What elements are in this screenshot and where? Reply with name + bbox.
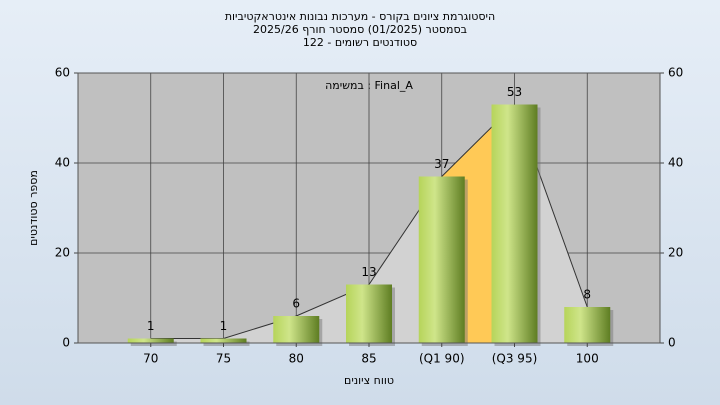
y2-tick-label: 20 (668, 246, 683, 260)
value-label: 8 (583, 288, 591, 302)
x-tick-label: (Q1 90) (419, 352, 465, 366)
y-tick-label: 0 (62, 336, 70, 350)
x-tick-label: 100 (576, 352, 599, 366)
x-tick-label: 80 (289, 352, 304, 366)
bar (127, 338, 174, 343)
x-tick-label: 75 (216, 352, 231, 366)
bar-shadow (130, 341, 177, 346)
value-label: 1 (147, 319, 155, 333)
bar (564, 307, 611, 343)
bar (418, 176, 465, 343)
bar (200, 338, 247, 343)
plot-border (77, 72, 661, 344)
value-label: 37 (434, 157, 449, 171)
x-tick-label: (Q3 95) (492, 352, 538, 366)
y-tick-label: 40 (55, 156, 70, 170)
bar (273, 316, 320, 343)
x-axis-label: טווח ציונים (344, 374, 394, 387)
bar (346, 284, 392, 343)
chart-title: היסטוגרמת ציונים בקורס - מערכות נבונות א… (225, 10, 495, 23)
x-tick-label: 70 (143, 352, 158, 366)
bar-shadow (203, 341, 250, 346)
y2-tick-label: 0 (668, 336, 676, 350)
bar (491, 104, 538, 343)
y2-tick-label: 60 (668, 66, 683, 80)
value-label: 6 (292, 297, 300, 311)
y-axis-label: מספר סטודנטים (27, 170, 40, 246)
y2-tick-label: 40 (668, 156, 683, 170)
x-tick-label: 85 (361, 352, 376, 366)
value-label: 53 (507, 85, 522, 99)
chart-subtitle: בסמסטר (01/2025) סמסטר חורף 2025/26 (253, 23, 467, 36)
value-label: 1 (220, 319, 228, 333)
y-tick-label: 20 (55, 246, 70, 260)
y-tick-label: 60 (55, 66, 70, 80)
value-label: 13 (361, 265, 376, 279)
chart-subtitle: סטודנטים רשומים - 122 (303, 36, 417, 49)
